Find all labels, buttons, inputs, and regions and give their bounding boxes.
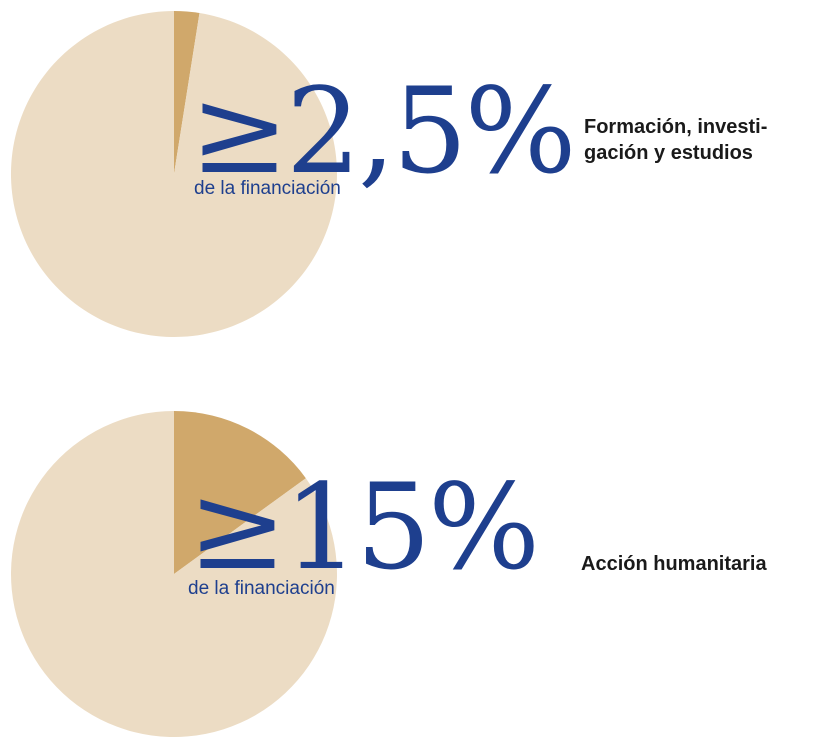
chart-block-humanitarian: ≥15% de la financiación Acción humanitar…: [0, 400, 833, 742]
funding-caption: de la financiación: [188, 578, 335, 599]
chart-block-training: ≥2,5% de la financiación Formación, inve…: [0, 0, 833, 345]
pie-chart: [10, 10, 337, 337]
category-label: Formación, investi- gación y estudios: [584, 114, 824, 166]
category-label-line: Formación, investi-: [584, 116, 768, 138]
funding-caption: de la financiación: [194, 178, 341, 199]
pie-slice-rest: [10, 10, 337, 337]
pie-slice-rest: [11, 411, 338, 737]
pie-slices: [10, 10, 337, 337]
category-label-line: Acción humanitaria: [581, 553, 767, 575]
pie-slices: [11, 411, 338, 737]
percentage-headline: ≥2,5%: [190, 62, 577, 200]
pie-slice-share: [174, 411, 306, 574]
pie-slice-share: [174, 11, 200, 174]
category-label: Acción humanitaria: [581, 551, 831, 577]
percentage-headline: ≥15%: [188, 458, 540, 596]
category-label-line: gación y estudios: [584, 142, 753, 164]
pie-chart: [11, 411, 338, 737]
